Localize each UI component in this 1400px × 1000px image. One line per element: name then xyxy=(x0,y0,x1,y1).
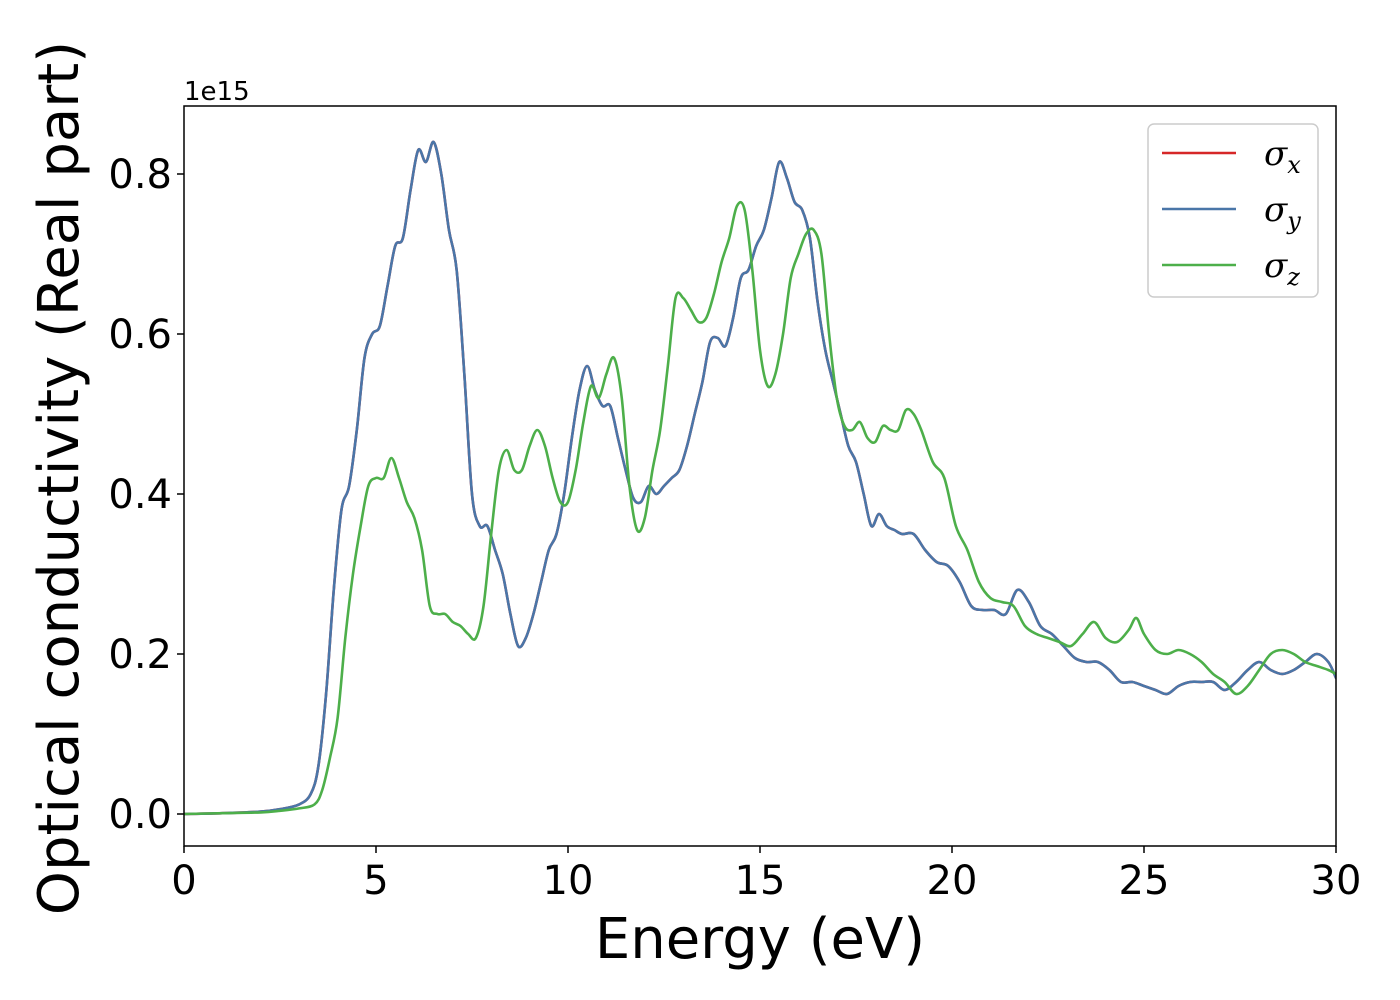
y-tick-label: 0.2 xyxy=(108,632,172,678)
series-line-z xyxy=(184,200,1336,816)
x-tick-label: 0 xyxy=(171,858,196,904)
y-axis-ticks: 0.0 0.2 0.4 0.6 0.8 xyxy=(108,152,184,838)
legend-items: σx σy σz xyxy=(1162,134,1301,291)
y-tick-label: 0.4 xyxy=(108,472,172,518)
x-tick-label: 5 xyxy=(363,858,388,904)
x-tick-label: 30 xyxy=(1311,858,1362,904)
legend-label-y: σy xyxy=(1264,190,1301,235)
x-tick-label: 15 xyxy=(735,858,786,904)
y-tick-label: 0.8 xyxy=(108,152,172,198)
legend-label-x: σx xyxy=(1264,134,1301,179)
y-axis-label: Optical conductivity (Real part) xyxy=(27,41,92,915)
y-tick-label: 0.6 xyxy=(108,312,172,358)
x-axis-ticks: 0 5 10 15 20 25 30 xyxy=(171,846,1361,904)
series-layer xyxy=(184,140,1336,816)
legend: σx σy σz xyxy=(1147,123,1319,298)
x-tick-label: 20 xyxy=(927,858,978,904)
x-axis-label: Energy (eV) xyxy=(595,907,925,972)
y-tick-label: 0.0 xyxy=(108,792,172,838)
x-tick-label: 25 xyxy=(1119,858,1170,904)
legend-label-z: σz xyxy=(1264,246,1300,291)
y-axis-offset-label: 1e15 xyxy=(184,77,250,107)
x-tick-label: 10 xyxy=(543,858,594,904)
series-line-y xyxy=(184,140,1336,816)
legend-box xyxy=(1147,123,1319,298)
